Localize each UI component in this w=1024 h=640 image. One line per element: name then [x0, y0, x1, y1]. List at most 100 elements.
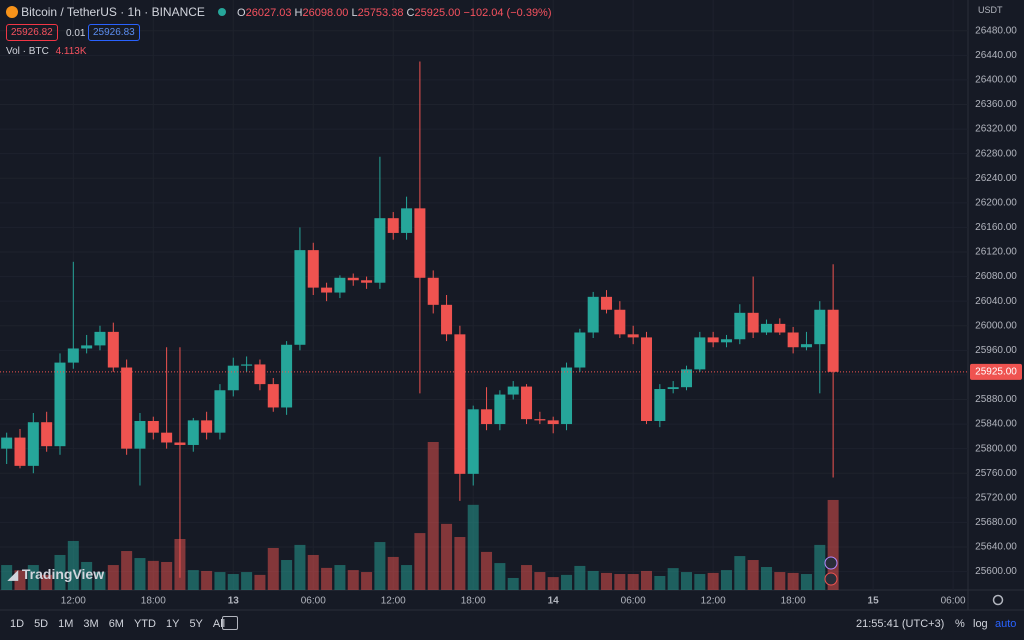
h-label: H: [294, 7, 303, 19]
candle-body: [534, 419, 546, 421]
volume-bar: [694, 574, 706, 590]
candle-body: [654, 389, 666, 421]
candle-body: [201, 420, 213, 433]
change: −102.04 (−0.39%): [463, 7, 552, 19]
candle-body: [667, 387, 679, 390]
volume-bar: [121, 551, 133, 590]
range-button[interactable]: 6M: [108, 618, 124, 630]
logo[interactable]: ◢ TradingView: [8, 566, 104, 583]
candle-body: [374, 218, 386, 283]
candle-body: [81, 345, 93, 349]
volume-bar: [347, 570, 359, 590]
volume-bar: [294, 544, 306, 590]
log-toggle[interactable]: log: [973, 618, 988, 630]
volume-bar: [387, 556, 399, 590]
percent-toggle[interactable]: %: [955, 618, 965, 630]
spread: 0.01: [66, 28, 86, 39]
y-tick-label: 26040.00: [975, 296, 1017, 307]
volume-bar: [734, 556, 746, 590]
x-tick-label: 12:00: [61, 596, 86, 607]
candle-body: [387, 218, 399, 233]
flag-icon: [824, 572, 838, 586]
candle-body: [147, 420, 159, 433]
y-tick-label: 25760.00: [975, 468, 1017, 479]
volume-bar: [561, 574, 573, 590]
volume-bar: [374, 542, 386, 590]
volume-bar: [747, 560, 759, 590]
volume-bar: [507, 577, 519, 590]
sell-button[interactable]: 25926.82: [6, 24, 58, 41]
buy-button[interactable]: 25926.83: [88, 24, 140, 41]
candle-body: [134, 420, 146, 449]
volume-bar: [187, 570, 199, 590]
volume-bar: [54, 554, 66, 590]
candle-body: [707, 337, 719, 343]
candle-body: [694, 337, 706, 370]
y-tick-label: 25600.00: [975, 566, 1017, 577]
goto-date-icon[interactable]: [222, 616, 238, 630]
volume-label: Vol · BTC: [6, 46, 49, 57]
y-tick-label: 26160.00: [975, 222, 1017, 233]
candle-body: [481, 409, 493, 425]
candle-body: [800, 344, 812, 348]
y-tick-label: 26400.00: [975, 75, 1017, 86]
volume-bar: [547, 577, 559, 590]
y-tick-label: 26240.00: [975, 173, 1017, 184]
volume-bar: [241, 572, 253, 590]
volume-bar: [227, 574, 239, 590]
event-icon: [824, 556, 838, 570]
candle-body: [574, 332, 586, 368]
symbol-icon: [6, 6, 18, 18]
range-button[interactable]: 1M: [58, 618, 74, 630]
candle-body: [227, 365, 239, 391]
y-tick-label: 25640.00: [975, 542, 1017, 553]
volume-bar: [774, 572, 786, 590]
clock: 21:55:41 (UTC+3): [856, 618, 945, 630]
volume-bar: [214, 572, 226, 590]
currency[interactable]: USDT: [978, 5, 1003, 15]
candle-body: [121, 367, 133, 449]
symbol[interactable]: Bitcoin / TetherUS · 1h · BINANCE: [21, 5, 205, 19]
volume-bar: [281, 560, 293, 590]
volume-bar: [481, 551, 493, 590]
range-button[interactable]: 1D: [10, 618, 25, 630]
volume-bar: [427, 442, 439, 590]
candle-body: [187, 420, 199, 445]
candle-body: [1, 437, 13, 449]
volume-bar: [94, 572, 106, 590]
candle-body: [494, 394, 506, 425]
settings-icon[interactable]: [992, 594, 1004, 606]
x-tick-label: 18:00: [141, 596, 166, 607]
volume-bar: [107, 565, 119, 590]
range-button[interactable]: 5Y: [189, 618, 203, 630]
auto-toggle[interactable]: auto: [995, 618, 1017, 630]
candle-body: [614, 309, 626, 335]
candle-body: [67, 348, 79, 363]
volume-bar: [1, 565, 13, 590]
y-tick-label: 25960.00: [975, 345, 1017, 356]
y-tick-label: 26000.00: [975, 320, 1017, 331]
volume-bar: [41, 574, 53, 590]
volume-bar: [321, 567, 333, 590]
range-button[interactable]: 1Y: [165, 618, 180, 630]
candle-body: [161, 432, 173, 443]
range-button[interactable]: 3M: [83, 618, 99, 630]
header: Bitcoin / TetherUS · 1h · BINANCE O26027…: [6, 5, 552, 19]
candle-body: [294, 250, 306, 345]
volume-bar: [81, 561, 93, 590]
range-button[interactable]: 5D: [34, 618, 49, 630]
candle-body: [680, 369, 692, 388]
l-value: 25753.38: [357, 7, 404, 19]
candle-body: [347, 277, 359, 281]
candle-body: [747, 312, 759, 333]
y-tick-label: 26320.00: [975, 124, 1017, 135]
x-tick-label: 15: [868, 596, 880, 607]
volume-bar: [614, 574, 626, 590]
x-tick-label: 06:00: [301, 596, 326, 607]
range-button[interactable]: YTD: [133, 618, 156, 630]
volume-value: 4.113K: [55, 46, 87, 57]
candle-body: [641, 337, 653, 421]
volume-bar: [574, 565, 586, 590]
candle-body: [521, 386, 533, 420]
candle-body: [241, 364, 253, 366]
